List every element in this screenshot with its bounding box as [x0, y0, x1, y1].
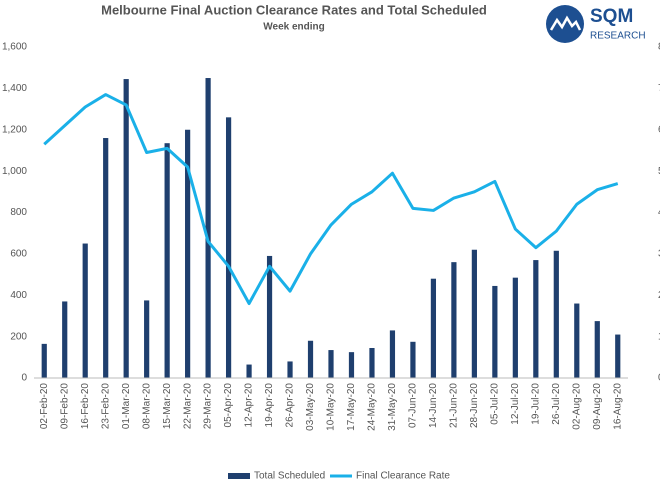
y2-tick-label: 40.0%: [658, 207, 660, 218]
y-tick-label: 800: [10, 207, 27, 218]
x-tick-label: 23-Feb-20: [100, 383, 111, 430]
bar: [492, 285, 498, 378]
bar: [62, 301, 68, 378]
x-tick-label: 29-Mar-20: [203, 383, 214, 430]
bar: [164, 143, 170, 378]
legend-label: Total Scheduled: [254, 471, 325, 482]
y2-tick-label: 60.0%: [658, 124, 660, 135]
x-tick-label: 07-Jun-20: [408, 383, 419, 428]
x-tick-label: 05-Apr-20: [223, 383, 234, 428]
y-tick-label: 200: [10, 331, 27, 342]
x-tick-label: 19-Apr-20: [264, 383, 275, 428]
bar: [225, 117, 232, 379]
x-tick-label: 22-Mar-20: [182, 383, 193, 430]
bar: [144, 300, 150, 378]
y-tick-label: 1,000: [2, 166, 27, 177]
x-tick-label: 21-Jun-20: [449, 383, 460, 428]
y2-tick-label: 20.0%: [658, 290, 660, 301]
bar: [287, 361, 293, 378]
bar: [574, 303, 580, 378]
x-tick-label: 05-Jul-20: [490, 383, 501, 425]
y2-tick-label: 50.0%: [658, 166, 660, 177]
x-tick-label: 12-Jul-20: [510, 383, 521, 425]
legend-label: Final Clearance Rate: [356, 471, 450, 482]
y-tick-label: 1,600: [2, 42, 27, 53]
bar: [369, 348, 375, 378]
bar: [185, 129, 191, 378]
x-tick-label: 16-Aug-20: [612, 383, 623, 430]
bar: [615, 334, 621, 378]
line: [43, 93, 619, 306]
x-tick-label: 02-Feb-20: [39, 383, 50, 430]
bar: [82, 243, 88, 378]
y-tick-label: 0: [21, 373, 27, 384]
x-tick-label: 17-May-20: [346, 383, 357, 431]
logo-mark: [549, 15, 582, 31]
x-tick-label: 15-Mar-20: [162, 383, 173, 430]
bar: [451, 262, 457, 378]
y2-tick-label: 70.0%: [658, 83, 660, 94]
x-tick-label: 03-May-20: [305, 383, 316, 431]
x-tick-label: 12-Apr-20: [244, 383, 255, 428]
bar: [246, 364, 252, 378]
y2-tick-label: 10.0%: [658, 331, 660, 342]
legend-swatch: [228, 473, 250, 479]
y-tick-label: 1,400: [2, 83, 27, 94]
bar: [389, 330, 396, 378]
bar: [123, 79, 129, 379]
bar: [103, 138, 109, 378]
bar: [533, 260, 539, 378]
y-tick-label: 1,200: [2, 124, 27, 135]
bar: [328, 350, 334, 378]
y2-tick-label: 80.0%: [658, 42, 660, 53]
y-tick-label: 400: [10, 290, 27, 301]
x-tick-label: 09-Aug-20: [592, 383, 603, 430]
x-tick-label: 10-May-20: [326, 383, 337, 431]
bar: [307, 340, 314, 378]
x-tick-label: 09-Feb-20: [59, 383, 70, 430]
y2-tick-label: 0.0%: [658, 373, 660, 384]
logo-subtext: RESEARCH: [590, 31, 646, 42]
x-tick-label: 14-Jun-20: [428, 383, 439, 428]
x-tick-label: 08-Mar-20: [141, 383, 152, 430]
logo: SQM RESEARCH: [546, 5, 646, 43]
chart-subtitle: Week ending: [263, 22, 325, 33]
bar: [471, 249, 477, 378]
bar: [266, 255, 273, 378]
x-tick-label: 16-Feb-20: [80, 383, 91, 430]
chart-title: Melbourne Final Auction Clearance Rates …: [101, 2, 487, 17]
x-tick-label: 24-May-20: [367, 383, 378, 431]
y2-tick-label: 30.0%: [658, 249, 660, 260]
bar: [410, 341, 416, 378]
logo-text: SQM: [590, 6, 633, 27]
bar: [512, 277, 518, 378]
y-tick-label: 600: [10, 249, 27, 260]
x-tick-label: 02-Aug-20: [571, 383, 582, 430]
x-tick-label: 31-May-20: [387, 383, 398, 431]
x-tick-label: 26-Apr-20: [285, 383, 296, 428]
bar: [205, 78, 211, 378]
bar: [553, 250, 559, 378]
bar: [348, 352, 355, 378]
x-tick-label: 19-Jul-20: [530, 383, 541, 425]
bar: [594, 321, 600, 378]
x-tick-label: 28-Jun-20: [469, 383, 480, 428]
x-tick-label: 01-Mar-20: [121, 383, 132, 430]
bar: [41, 343, 47, 378]
x-tick-label: 26-Jul-20: [551, 383, 562, 425]
bar: [430, 278, 437, 378]
